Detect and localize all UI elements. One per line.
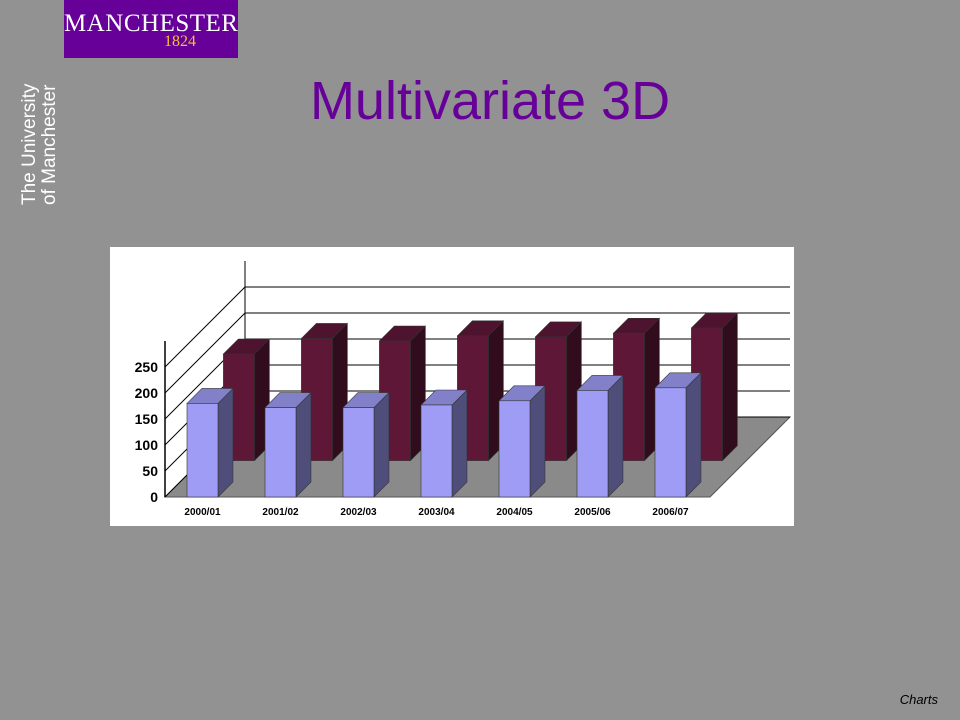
y-tick-label: 50 [142,463,158,479]
y-tick-label: 250 [135,359,159,375]
x-tick-label: 2002/03 [340,507,377,518]
y-tick-label: 0 [150,489,158,505]
bar-front-side [373,391,390,498]
bar-front-side [295,391,312,498]
footer-label: Charts [899,692,938,707]
bar-front-side [685,372,702,498]
bar-front-side [529,385,546,498]
x-tick-label: 2006/07 [652,507,689,518]
bar-chart-3d: 0 50 100 150 200 250 2000/01 2001/02 2002/03 2003… [135,261,792,518]
gridline-side [164,312,246,394]
x-tick-label: 2001/02 [262,507,299,518]
bar-front [342,407,375,498]
y-tick-label: 150 [135,411,159,427]
bar-front [654,387,687,498]
bar-back-side [722,312,738,462]
bar-front [576,390,609,498]
bar-front [264,407,297,498]
gridline-side [164,286,246,368]
chart-panel: 0 50 100 150 200 250 2000/01 2001/02 2002/03 2003… [110,247,794,526]
x-tick-label: 2003/04 [418,507,455,518]
bar-front-side [451,389,468,498]
bar-front [420,404,453,498]
bar-front [498,400,531,498]
university-line-2: of Manchester [39,84,60,205]
university-logo: MANCHESTER 1824 [64,0,238,58]
logo-wordmark: MANCHESTER [64,10,239,37]
x-tick-label: 2005/06 [574,507,611,518]
y-tick-label: 100 [135,437,159,453]
university-side-text: The University of Manchester [19,83,60,205]
y-tick-label: 200 [135,385,159,401]
logo-year: 1824 [164,33,196,50]
bar-front-side [217,387,234,498]
university-line-1: The University [19,83,40,205]
slide-title: Multivariate 3D [309,71,671,131]
bar-front [186,403,219,498]
x-tick-label: 2000/01 [184,507,221,518]
x-tick-label: 2004/05 [496,507,533,518]
bar-front-side [607,374,624,498]
